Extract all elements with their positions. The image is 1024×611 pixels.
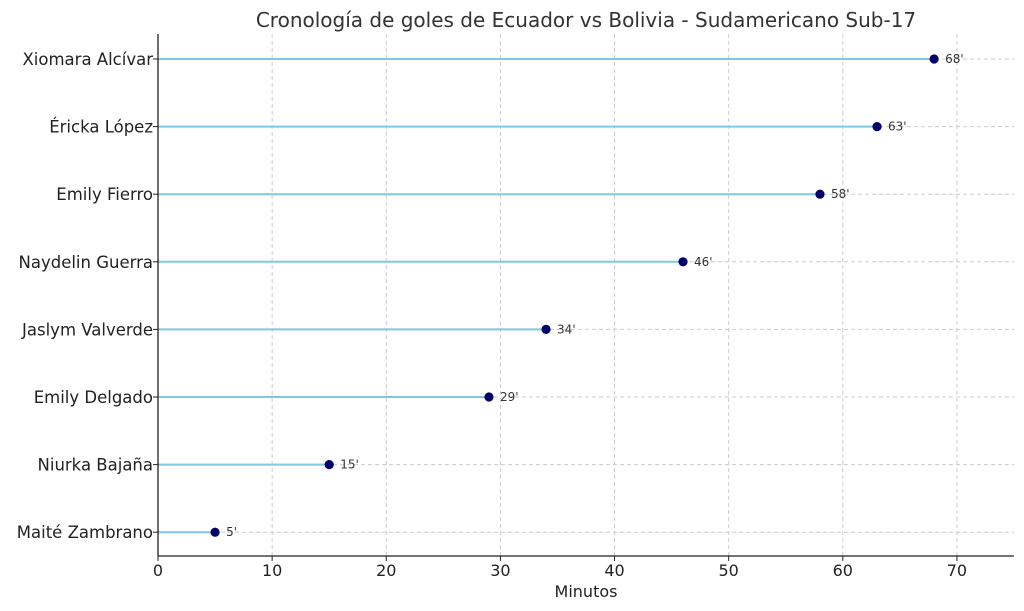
y-tick-label: Maité Zambrano [17, 523, 153, 542]
x-tick-label: 0 [153, 561, 163, 580]
x-tick-label: 50 [718, 561, 738, 580]
y-tick-label: Niurka Bajaña [38, 456, 153, 475]
y-axis-tick-labels: Xiomara Alcívar Éricka López Emily Fierro N… [17, 50, 158, 542]
goal-point [815, 189, 825, 199]
y-tick-label: Emily Fierro [56, 185, 153, 204]
goal-point [678, 257, 688, 267]
x-axis-label: Minutos [555, 582, 618, 601]
goal-minute-label: 5' [226, 525, 237, 539]
goal-minute-label: 46' [694, 255, 713, 269]
goal-minute-label: 29' [500, 390, 519, 404]
lollipop-points [210, 54, 939, 537]
grid-lines [158, 34, 1014, 556]
y-tick-label: Éricka López [49, 118, 153, 137]
x-tick-label: 30 [490, 561, 510, 580]
goal-point [324, 460, 334, 470]
goal-minute-label: 68' [945, 52, 964, 66]
x-tick-label: 40 [604, 561, 624, 580]
x-axis-tick-labels: 0 10 20 30 40 50 60 70 [153, 556, 967, 580]
y-tick-label: Jaslym Valverde [21, 320, 153, 339]
goal-point [929, 54, 939, 64]
goal-minute-label: 63' [888, 120, 907, 134]
y-tick-label: Naydelin Guerra [19, 253, 154, 272]
goal-point [210, 527, 220, 537]
x-tick-label: 10 [262, 561, 282, 580]
goal-point [541, 324, 551, 334]
y-tick-label: Emily Delgado [34, 388, 153, 407]
goal-point [872, 122, 882, 132]
x-tick-label: 70 [947, 561, 967, 580]
goal-minute-label: 34' [557, 322, 576, 336]
y-tick-label: Xiomara Alcívar [23, 50, 154, 69]
x-tick-label: 60 [833, 561, 853, 580]
goal-minute-label: 58' [831, 187, 850, 201]
x-tick-label: 20 [376, 561, 396, 580]
chart-title: Cronología de goles de Ecuador vs Bolivi… [256, 8, 916, 32]
data-labels: 68' 63' 58' 46' 34' 29' 15' 5' [226, 52, 964, 539]
lollipop-stems [158, 58, 935, 534]
goal-minute-label: 15' [340, 458, 359, 472]
goal-point [484, 392, 494, 402]
